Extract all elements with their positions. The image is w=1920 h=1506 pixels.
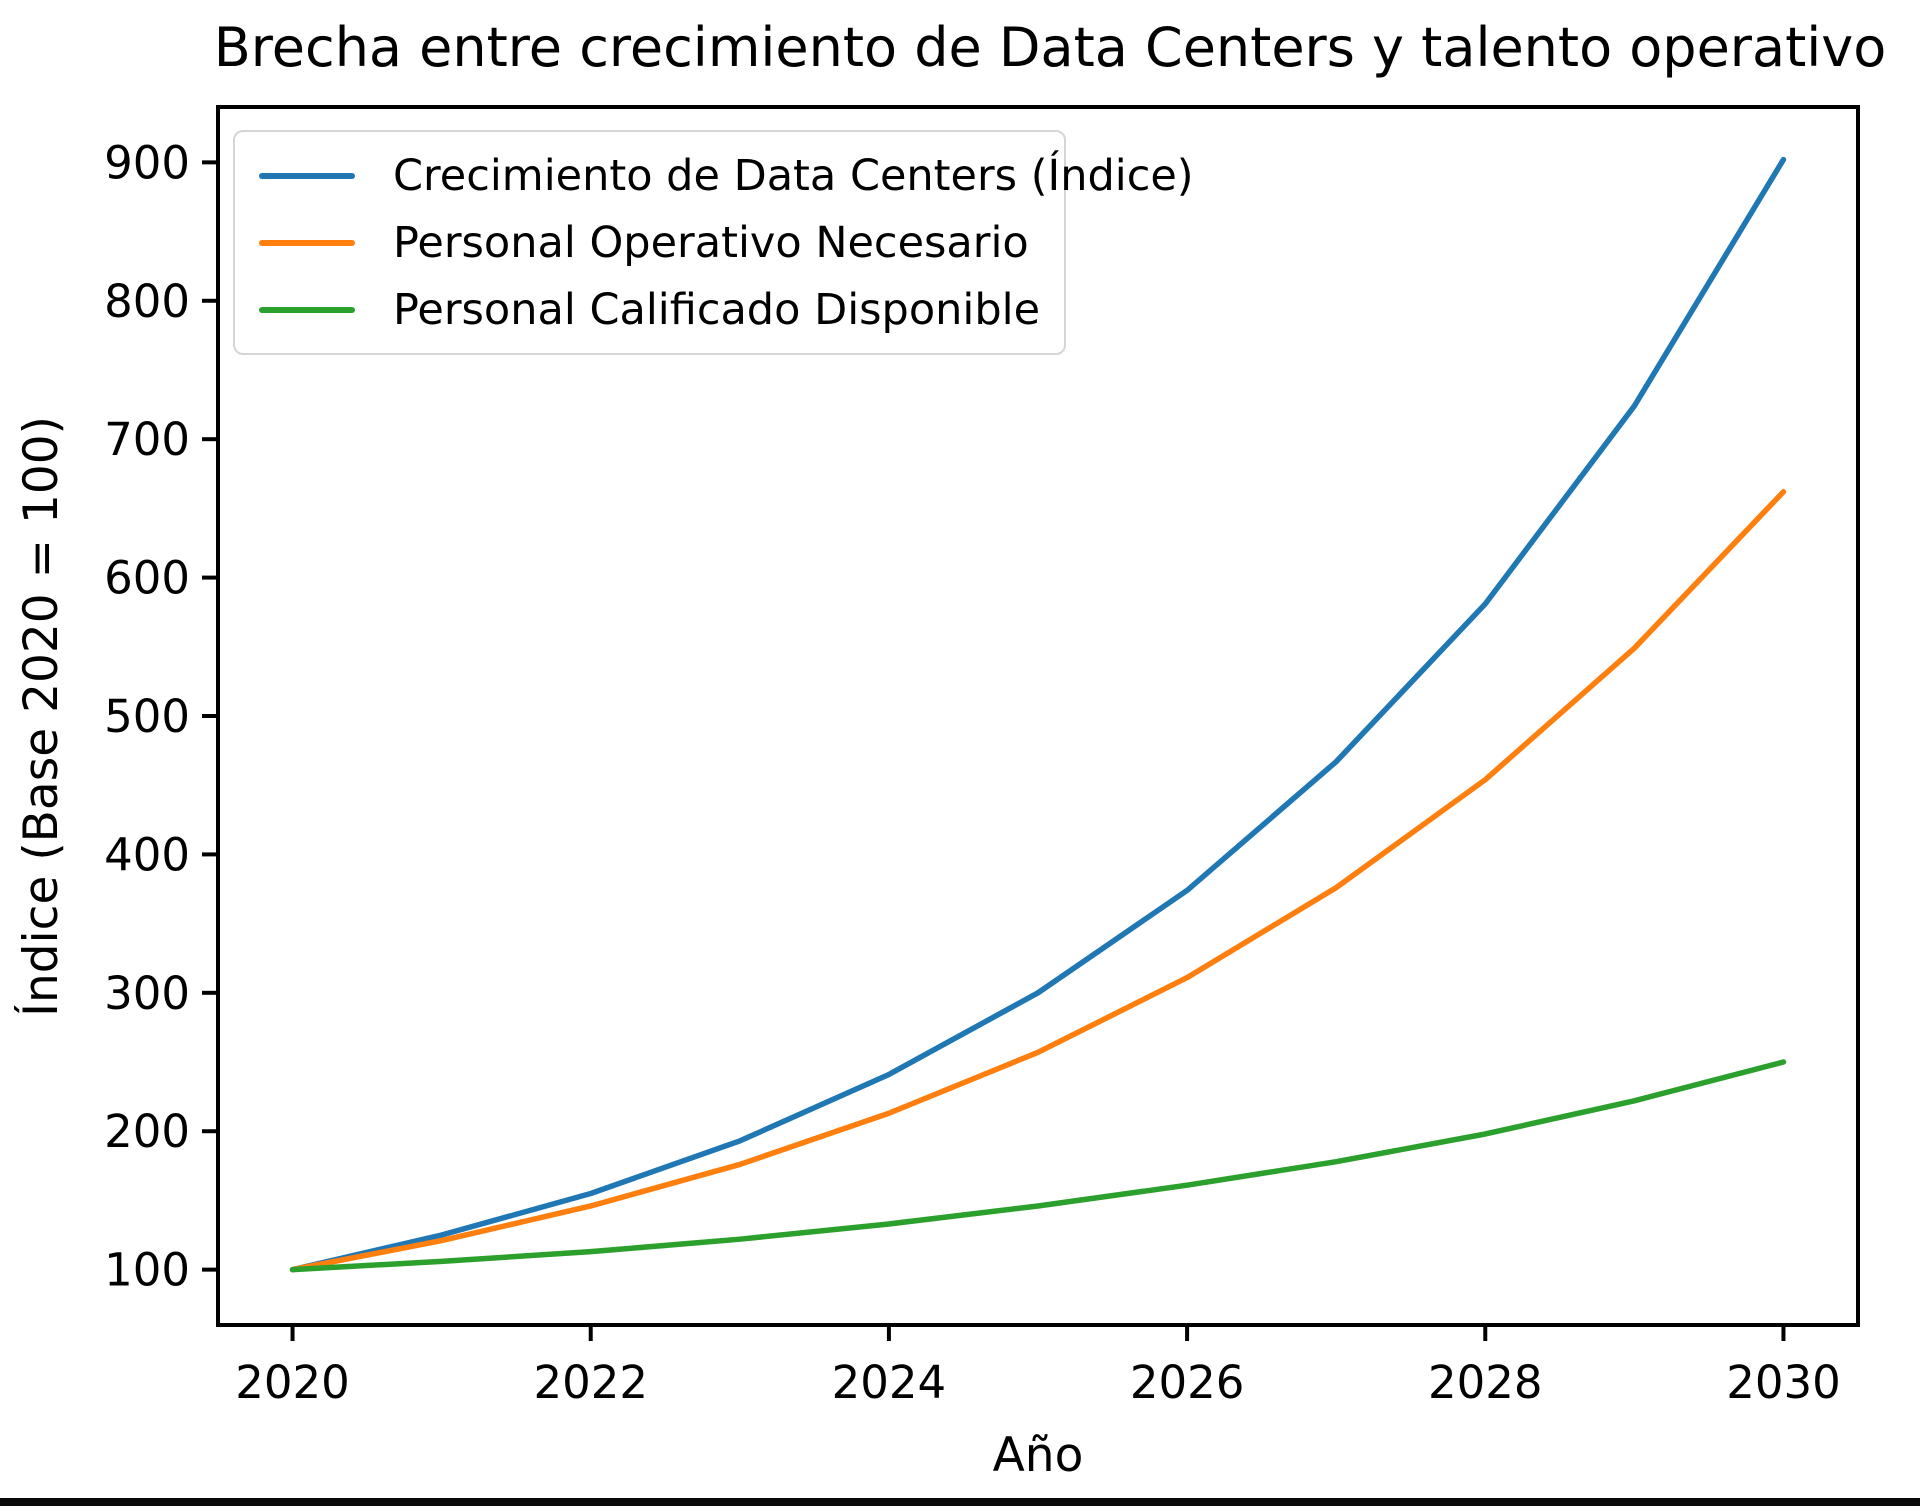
x-axis-tick-label: 2026 (1130, 1356, 1245, 1409)
legend-item-label: Crecimiento de Data Centers (Índice) (393, 150, 1194, 201)
legend-item: Personal Calificado Disponible (235, 279, 1064, 341)
y-axis-tick-label: 200 (104, 1105, 190, 1158)
series-line (289, 1059, 1787, 1273)
y-axis-tick-label: 700 (104, 413, 190, 466)
series-line (289, 156, 1787, 1273)
y-axis-tick-label: 100 (104, 1244, 190, 1297)
x-axis-tick-label: 2024 (832, 1356, 947, 1409)
y-axis-label-wrap: Índice (Base 2020 = 100) (14, 107, 69, 1325)
legend: Crecimiento de Data Centers (Índice) Per… (233, 130, 1194, 355)
chart-title: Brecha entre crecimiento de Data Centers… (213, 16, 1887, 79)
legend-item-label: Personal Operativo Necesario (393, 217, 1029, 268)
y-axis-label: Índice (Base 2020 = 100) (14, 415, 69, 1017)
y-axis-tick-label: 600 (104, 552, 190, 605)
y-axis-tick-label: 400 (104, 828, 190, 881)
legend-line-swatch-personal-operativo (259, 239, 355, 246)
legend-item: Personal Operativo Necesario (235, 212, 1064, 274)
x-axis-tick-label: 2030 (1726, 1356, 1841, 1409)
x-axis-tick-label: 2028 (1428, 1356, 1543, 1409)
x-axis-tick-label: 2020 (235, 1356, 350, 1409)
legend-line-swatch-personal-calificado (259, 306, 355, 313)
x-axis-label: Año (992, 1428, 1084, 1483)
legend-item: Crecimiento de Data Centers (Índice) (235, 145, 1194, 207)
legend-item-label: Personal Calificado Disponible (393, 284, 1041, 335)
x-axis-tick-label: 2022 (533, 1356, 648, 1409)
y-axis-tick-label: 500 (104, 690, 190, 743)
y-axis-tick-label: 800 (104, 275, 190, 328)
bottom-border-bar (0, 1498, 1920, 1506)
legend-line-swatch-data-centers (259, 172, 355, 179)
series-line (289, 489, 1787, 1273)
y-axis-tick-label: 300 (104, 967, 190, 1020)
y-axis-tick-label: 900 (104, 136, 190, 189)
